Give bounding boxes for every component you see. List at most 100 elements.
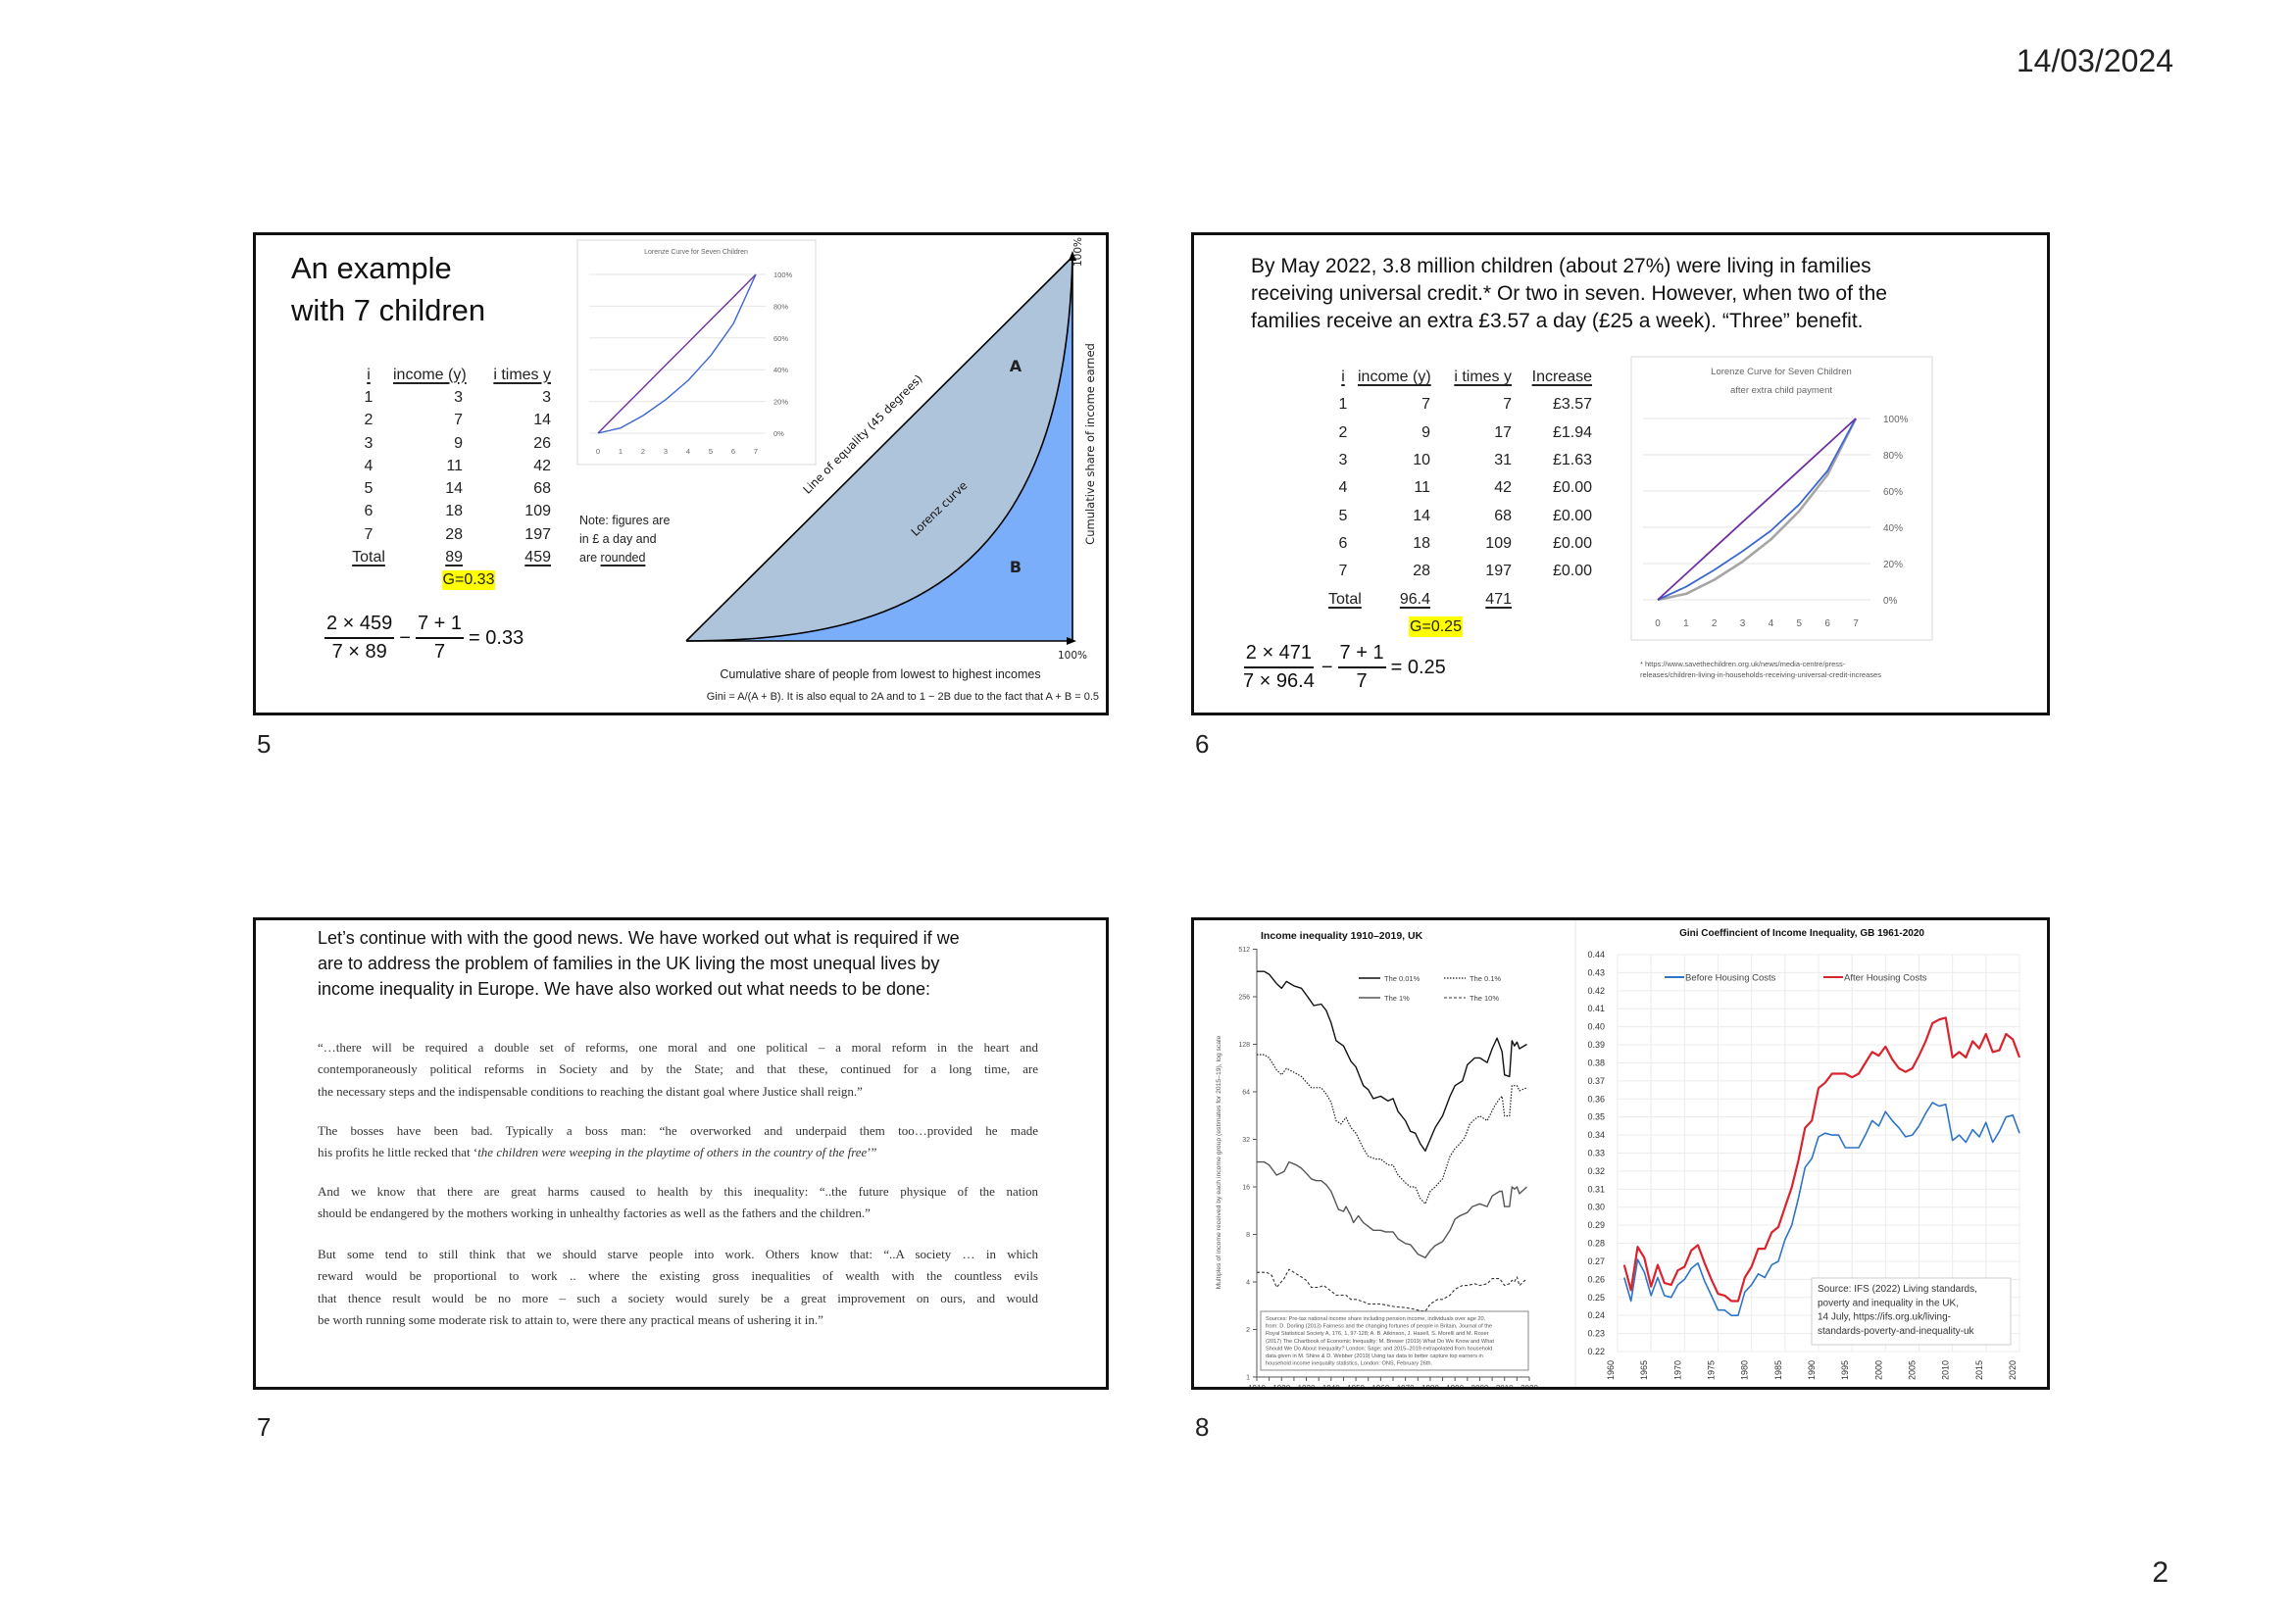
y-tick-label: 100%	[1883, 415, 1909, 425]
income-table: i income (y) i times y Increase 1 7 7 £3.57 2 9 17…	[1328, 364, 1592, 614]
x-tick-label: 5	[1797, 618, 1803, 629]
y-tick-label: 20%	[1883, 560, 1903, 570]
table-cell: 18	[1358, 530, 1430, 558]
x-tick-label: 1	[1683, 618, 1689, 629]
cell-text: 2	[1338, 423, 1348, 441]
slide-8: Income inequality 1910–2019, UK 1 2 4 8 16 32 6…	[1191, 917, 2050, 1390]
chart-frame	[1630, 356, 1933, 641]
cell-text: 26	[533, 434, 551, 452]
x-tick-label: 4	[686, 447, 690, 456]
table-cell: Total	[1328, 585, 1362, 613]
legend-label: The 1%	[1384, 994, 1410, 1003]
table-cell: 28	[1358, 558, 1430, 585]
quote-paragraph: And we know that there are great harms c…	[318, 1181, 1038, 1225]
x-tick-label: 1940	[1322, 1384, 1340, 1390]
y-tick-label: 64	[1242, 1090, 1250, 1097]
cell-text: 11	[1414, 479, 1430, 497]
x-tick-label: 2010	[1941, 1360, 1951, 1380]
cell-text: £0.00	[1552, 563, 1592, 580]
quote-line: should be endangered by the mothers work…	[318, 1206, 871, 1221]
table-cell: 3	[1328, 447, 1358, 474]
x-tick-label: 1985	[1773, 1360, 1783, 1380]
table-row: 7 28 197	[344, 523, 551, 546]
table-cell: Increase	[1512, 364, 1592, 391]
series-line	[1257, 970, 1527, 1153]
gini-caption: Gini = A/(A + B). It is also equal to 2A…	[707, 691, 1099, 703]
sources-box	[1260, 1310, 1529, 1371]
y-tick-label: 40%	[773, 366, 788, 374]
quote-text: ’”	[867, 1145, 877, 1160]
table-cell: 2	[1328, 419, 1358, 447]
quote-line: reward would be proportional to work .. …	[318, 1268, 1038, 1284]
chart-subtitle: after extra child payment	[1730, 385, 1832, 396]
x-tick-label: 1930	[1298, 1384, 1316, 1390]
source-box	[1811, 1277, 2012, 1346]
denominator: 7 × 89	[331, 641, 387, 663]
cell-text: 7	[1338, 563, 1348, 580]
cell-text: i times y	[1454, 369, 1512, 386]
quote-line: contemporaneously political reforms in S…	[318, 1061, 1038, 1077]
table-cell: 109	[1430, 530, 1512, 558]
cell-text: 7	[1421, 396, 1430, 414]
y-tick-label: 0.40	[1587, 1022, 1605, 1032]
quote-paragraph: But some tend to still think that we sho…	[318, 1244, 1038, 1331]
table-cell	[1512, 585, 1592, 613]
table-cell: 6	[1328, 530, 1358, 558]
cell-text: £0.00	[1552, 479, 1592, 497]
cell-text: i times y	[493, 366, 551, 383]
slide-number: 8	[1195, 1412, 1210, 1442]
table-cell: 14	[463, 410, 551, 432]
series-line	[1257, 1268, 1527, 1312]
x-tick-label: 0	[1655, 618, 1661, 629]
paragraph-line: income inequality in Europe. We have als…	[318, 979, 931, 999]
slide-5-graphics: Lorenze Curve for Seven Children 0% 20% 40%…	[576, 237, 1099, 703]
cell-text: 28	[445, 525, 463, 543]
source-line: 14 July, https://ifs.org.uk/living-	[1818, 1312, 1951, 1323]
table-cell: 7	[1430, 391, 1512, 418]
cell-text: £1.94	[1552, 423, 1592, 441]
table-cell: 1	[1328, 391, 1358, 418]
y-tick-label: 0.33	[1587, 1149, 1605, 1158]
x-tick-label: 2000	[1873, 1360, 1883, 1380]
table-cell: 109	[463, 501, 551, 523]
quote-line: The bosses have been bad. Typically a bo…	[318, 1123, 1038, 1138]
table-cell: 42	[1430, 474, 1512, 502]
quote-line: be worth running some moderate risk to a…	[318, 1311, 823, 1327]
cell-text: 18	[445, 503, 463, 520]
y-axis-arrow-icon	[1069, 251, 1076, 261]
paragraph-line: By May 2022, 3.8 million children (about…	[1251, 255, 1871, 277]
cell-text: 10	[1413, 452, 1430, 469]
table-cell: 68	[463, 477, 551, 500]
line-of-equality	[685, 256, 1073, 642]
cell-text: 68	[1494, 507, 1512, 524]
y-axis-label: Cumulative share of income earned	[1083, 343, 1097, 545]
note-line: in £ a day and	[579, 532, 657, 546]
x-tick-label: 1920	[1272, 1384, 1290, 1390]
sources-line: (2017) The Chartbook of Economic Inequal…	[1266, 1339, 1494, 1345]
x-tick-label: 2020	[1520, 1384, 1538, 1390]
y-tick-label: 0.27	[1587, 1256, 1605, 1266]
slide-title: An example with 7 children	[291, 247, 485, 331]
table-cell: 471	[1430, 585, 1512, 613]
cell-text: 42	[1494, 479, 1512, 497]
sources-line: Royal Statistical Society A, 176, 1, 97-…	[1266, 1331, 1489, 1337]
table-row: 7 28 197 £0.00	[1328, 558, 1592, 585]
source-line: poverty and inequality in the UK,	[1818, 1298, 1959, 1308]
legend-label: The 0.1%	[1470, 974, 1501, 983]
x-tick-label: 1	[619, 447, 623, 456]
legend-label: After Housing Costs	[1844, 973, 1927, 984]
y-tick-label: 0.35	[1587, 1112, 1605, 1122]
y-tick-label: 80%	[773, 302, 788, 311]
x-tick-label: 2010	[1496, 1384, 1514, 1390]
series-line	[597, 273, 757, 434]
slide-7: Let’s continue with with the good news. …	[253, 917, 1109, 1390]
cell-text: 1	[1338, 396, 1348, 414]
chart-title: Lorenze Curve for Seven Children	[644, 249, 748, 256]
table-row: 5 14 68	[344, 477, 551, 500]
x-tick-label: 3	[1740, 618, 1746, 629]
x-tick-label: 4	[1769, 618, 1774, 629]
cell-text: 89	[445, 549, 463, 566]
table-cell: £1.63	[1512, 447, 1592, 474]
